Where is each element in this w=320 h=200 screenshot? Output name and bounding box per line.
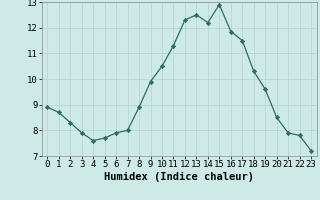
X-axis label: Humidex (Indice chaleur): Humidex (Indice chaleur) xyxy=(104,172,254,182)
